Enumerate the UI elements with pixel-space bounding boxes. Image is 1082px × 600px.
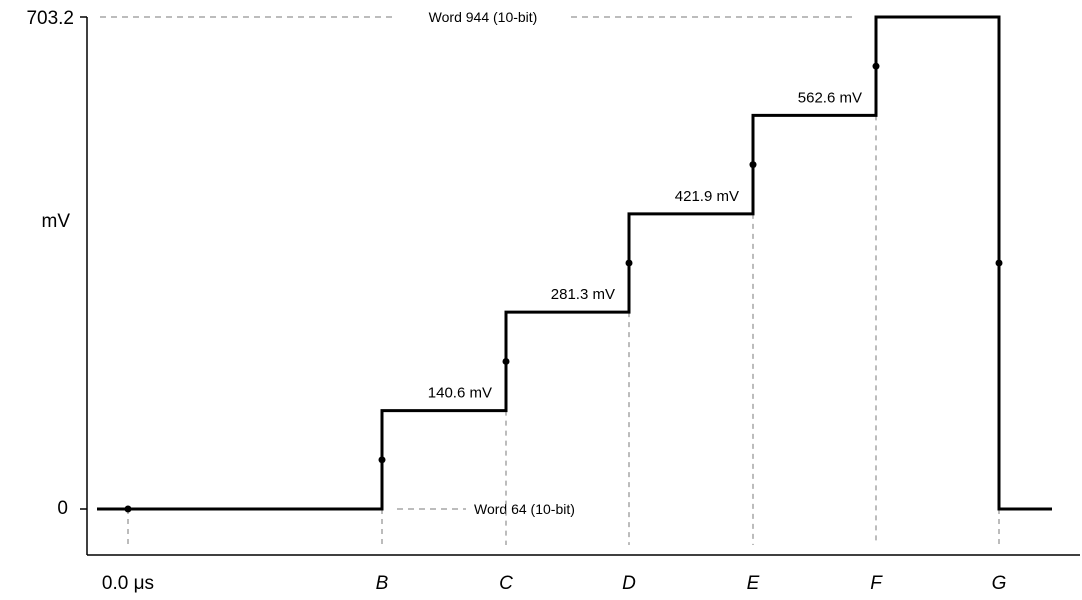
step-level-label: 281.3 mV — [551, 286, 615, 303]
x-axis-tick-labels: 0.0 μs B C D E F G — [102, 573, 1006, 594]
transition-dot — [872, 62, 880, 70]
transition-dot — [124, 505, 132, 513]
staircase-signal — [97, 15, 1052, 511]
x-tick-label: C — [499, 573, 513, 594]
waveform — [97, 15, 1052, 511]
transition-dot — [749, 161, 757, 169]
transition-dot — [995, 259, 1003, 267]
x-tick-label: D — [622, 573, 636, 594]
transition-dot — [502, 357, 510, 365]
y-axis-labels: 703.2 mV 0 — [26, 8, 74, 519]
y-axis-unit-label: mV — [42, 211, 71, 232]
x-tick-label: E — [747, 573, 760, 594]
top-reference-label: Word 944 (10-bit) — [429, 9, 538, 25]
transition-dots — [124, 62, 1003, 513]
step-level-label: 562.6 mV — [798, 89, 862, 106]
x-tick-guides — [127, 115, 1000, 545]
bottom-reference-label: Word 64 (10-bit) — [474, 501, 575, 517]
transition-dot — [378, 456, 386, 464]
step-level-label: 140.6 mV — [428, 385, 492, 402]
x-tick-label: F — [870, 573, 883, 594]
x-tick-label: 0.0 μs — [102, 573, 154, 594]
y-axis-top-label: 703.2 — [26, 8, 74, 29]
x-tick-label: G — [992, 573, 1007, 594]
x-tick-label: B — [376, 573, 389, 594]
step-level-label: 421.9 mV — [675, 188, 739, 205]
axes — [80, 16, 1080, 556]
transition-dot — [625, 259, 633, 267]
reference-lines: Word 944 (10-bit) Word 64 (10-bit) — [100, 9, 855, 517]
step-labels: 140.6 mV 281.3 mV 421.9 mV 562.6 mV — [428, 89, 862, 401]
y-axis-zero-label: 0 — [57, 498, 68, 519]
